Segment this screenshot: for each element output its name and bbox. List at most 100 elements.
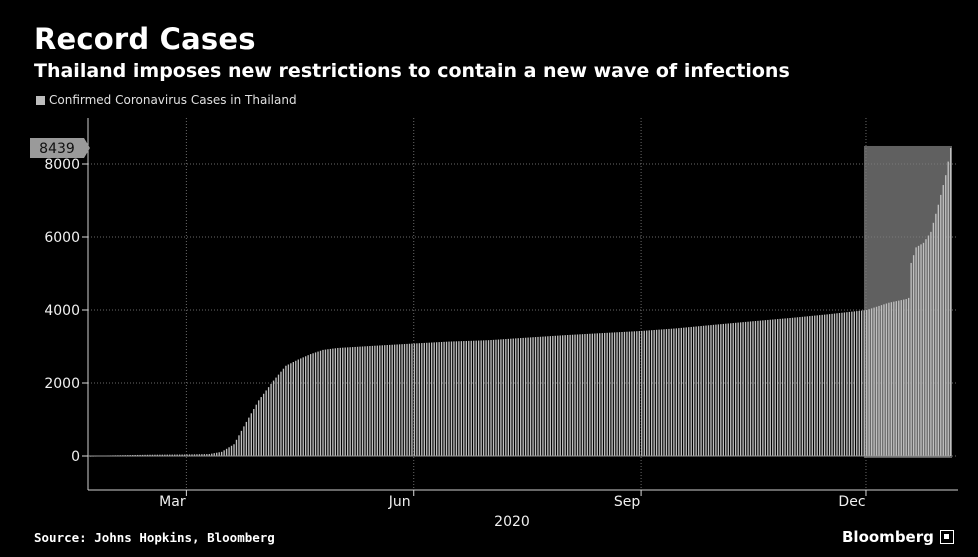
data-bar [631,331,633,456]
data-bar [374,345,376,456]
data-bar [520,338,522,456]
data-bar [735,322,737,456]
data-bar [265,390,267,456]
data-bar [804,316,806,456]
data-bar [381,345,383,456]
data-bar [413,343,416,456]
data-bar [673,328,675,456]
data-bar [579,334,581,456]
data-bar [554,335,556,456]
data-bar [781,318,784,456]
data-bar [843,312,846,456]
data-bar [262,393,265,456]
brand-logo: Bloomberg [842,528,954,546]
data-bar [668,328,670,456]
data-bar [468,340,470,456]
data-bar [290,363,292,456]
data-bar [421,343,423,456]
data-bar [774,319,776,456]
data-bar [500,339,502,456]
data-bar [868,309,870,456]
data-bar [823,314,826,456]
data-bar [532,337,534,456]
data-bar [307,355,309,456]
data-bar [586,333,589,456]
data-bar [458,341,460,456]
data-bar [193,454,196,456]
data-bar [243,426,245,456]
data-bar [389,344,391,456]
data-bar [646,330,648,456]
data-bar [720,324,722,456]
data-bar [895,301,897,456]
data-bar [900,300,902,456]
data-bar [524,337,527,456]
data-bar [819,315,821,456]
data-bar [342,347,344,456]
data-bar [641,330,643,456]
data-bar [950,147,952,457]
data-bar [309,354,312,456]
data-bar [915,247,917,456]
data-bar [695,326,697,456]
data-bar [507,338,509,456]
data-bar [569,334,571,456]
data-bar [297,359,299,456]
data-bar [762,320,764,456]
data-bar [633,331,636,456]
data-bar [613,332,616,456]
data-bar [626,331,628,456]
data-bar [492,339,495,456]
data-bar [665,329,668,456]
callout-layer: 8439 [30,137,90,158]
data-bar [873,307,875,456]
data-bar [942,185,944,456]
data-bar [826,314,828,456]
data-bar [470,340,472,456]
data-bar [260,397,262,456]
data-bar [930,231,932,456]
data-bar [692,326,695,456]
data-bar [270,383,272,456]
data-bar [206,454,208,456]
data-bar [717,324,720,456]
data-bar [393,344,396,456]
data-bar [636,331,638,456]
data-bar [596,333,598,456]
data-bar [552,335,554,456]
data-bar [777,319,779,456]
data-bar [302,357,304,456]
data-bar [181,454,183,456]
data-bar [742,322,744,456]
data-bar [295,360,297,456]
data-bar [156,454,159,456]
data-bar [354,346,356,456]
data-bar [448,341,450,456]
data-bar [786,318,789,456]
data-bar [863,310,865,456]
data-bar [445,341,448,456]
data-bar [322,349,324,456]
data-bar [722,323,724,456]
data-bar [188,454,191,456]
callout-value: 8439 [39,141,75,157]
data-bar [628,331,631,456]
data-bar [789,317,791,456]
data-bar [529,337,532,456]
data-bar [487,340,490,456]
data-bar [482,340,485,456]
data-bar [653,330,655,456]
data-bar [799,317,801,456]
x-tick-label: Sep [614,494,641,510]
data-bar [443,341,445,456]
data-bar [480,340,482,456]
data-bar [406,343,408,456]
data-bar [161,454,164,456]
data-bar [398,344,401,456]
data-bar [727,323,729,456]
data-bar [660,329,663,456]
data-bar [658,329,660,456]
y-tick-label: 4000 [44,303,80,319]
data-bar [574,334,576,456]
